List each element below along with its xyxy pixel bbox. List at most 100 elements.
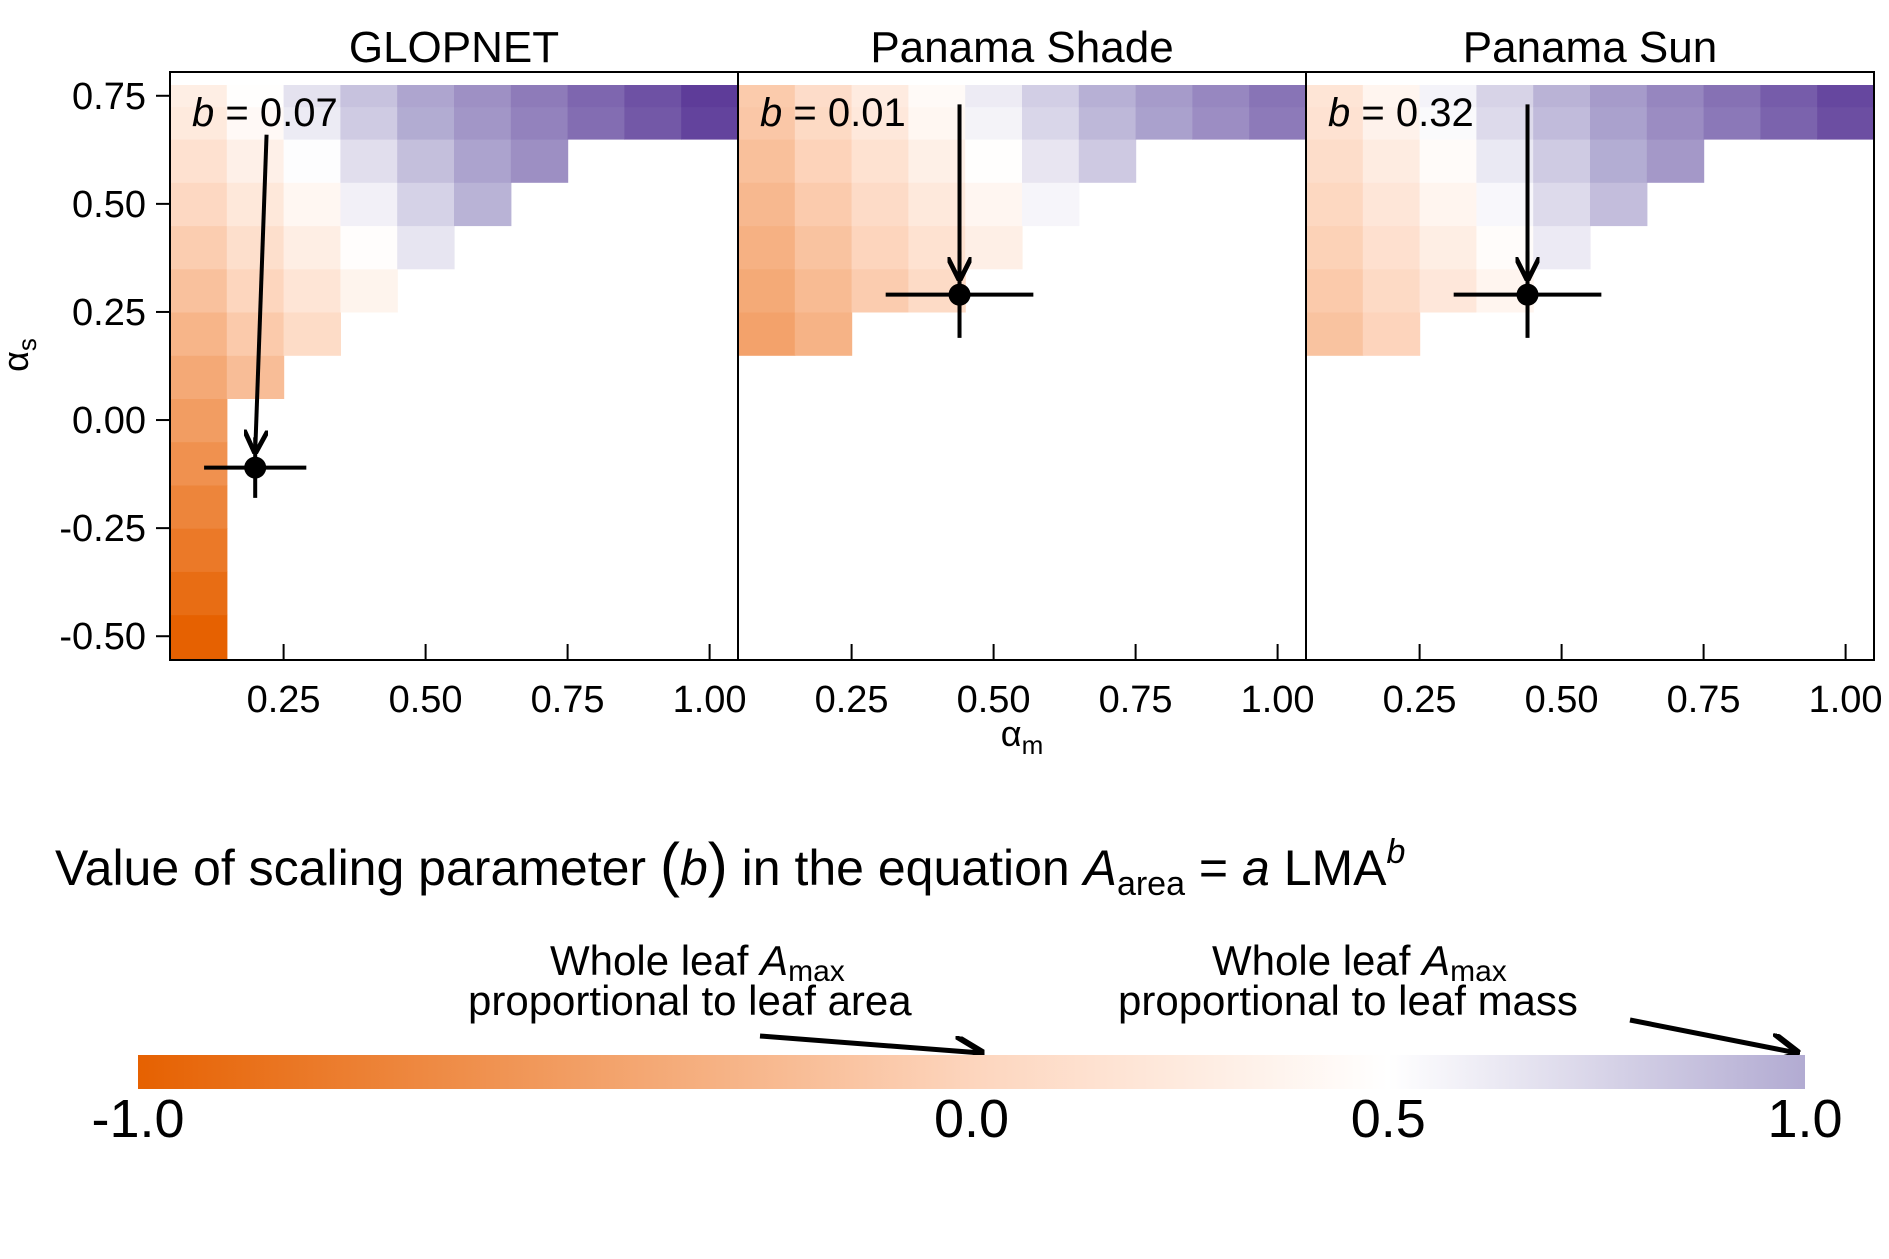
heatmap-cell [1249, 106, 1307, 140]
y-tick-label: -0.50 [59, 616, 146, 658]
heatmap-cell [1135, 106, 1193, 140]
heatmap-cell [340, 106, 398, 140]
heatmap-cell [1362, 85, 1421, 108]
heatmap-cell [340, 85, 398, 108]
annotation-mass-line2: proportional to leaf mass [1118, 977, 1578, 1024]
heatmap-cell [226, 139, 285, 183]
heatmap-cell [851, 182, 909, 227]
heatmap-cell [1476, 225, 1534, 270]
panel-panama-shade-title: Panama Shade [870, 23, 1173, 72]
heatmap-cell [226, 225, 285, 270]
heatmap-cell [738, 225, 796, 270]
heatmap-cell [794, 312, 853, 356]
heatmap-cell [454, 85, 512, 108]
y-tick-label: 0.00 [72, 400, 146, 442]
heatmap-cell [1078, 106, 1137, 140]
panel-panama-shade-x-axis: 0.25 0.50 0.75 1.00 [815, 644, 1315, 721]
heatmap-cell [1419, 106, 1477, 140]
heatmap-cell [170, 106, 228, 140]
legend-title-text: Value of scaling parameter [55, 840, 660, 896]
heatmap-cell [397, 106, 455, 140]
annotation-mass-arrow [1629, 1017, 1797, 1053]
x-tick-label: 1.00 [673, 679, 747, 721]
legend-title-b: b [680, 840, 708, 896]
panel-panama-sun-x-axis: 0.25 0.50 0.75 1.00 [1383, 644, 1883, 721]
b-symbol: b [760, 91, 782, 135]
x-axis-label: αm [1001, 713, 1043, 760]
heatmap-cell [397, 182, 455, 227]
panel-panama-shade-b-label: b = 0.01 [760, 91, 906, 135]
colorbar [138, 1055, 1805, 1089]
y-axis-label: αs [0, 338, 42, 372]
colorbar-tick-label: -1.0 [91, 1089, 184, 1149]
x-tick-label: 0.25 [815, 679, 889, 721]
heatmap-cell [1078, 85, 1137, 108]
legend-title-lma: LMA [1270, 840, 1387, 896]
heatmap-cell [624, 85, 682, 108]
legend-title-eq: = [1185, 840, 1242, 896]
b-value: = 0.01 [782, 91, 905, 135]
heatmap-cell [1362, 182, 1421, 227]
heatmap-cell [1022, 106, 1080, 140]
heatmap-cell [1476, 85, 1534, 108]
heatmap-cell [1022, 85, 1080, 108]
annotation-area-A: A [757, 937, 788, 984]
heatmap-cell [1135, 85, 1193, 108]
b-value: = 0.07 [214, 91, 337, 135]
panel-panama-sun-frame [1305, 71, 1875, 661]
annotation-area-arrow [759, 1033, 982, 1053]
heatmap-cell [908, 225, 966, 270]
heatmap-cell [170, 528, 228, 572]
x-tick-label: 1.00 [1809, 679, 1883, 721]
panel-panama-sun-b-label: b = 0.32 [1328, 91, 1474, 135]
heatmap-cell [283, 85, 341, 108]
heatmap-cell [965, 182, 1023, 227]
heatmap-cell [170, 484, 228, 529]
panel-glopnet: GLOPNET b = 0.07 0.25 0.50 0.75 1.00 [169, 23, 747, 721]
heatmap-cell [851, 106, 909, 140]
panel-glopnet-title: GLOPNET [349, 23, 559, 72]
heatmap-cell [397, 85, 455, 108]
heatmap-cell [1362, 139, 1421, 183]
heatmap-cell [170, 614, 228, 661]
legend-title-A: A [1081, 840, 1117, 896]
heatmap-cell [1590, 139, 1648, 183]
heatmap-cell [851, 139, 909, 183]
x-tick-label: 0.75 [531, 679, 605, 721]
y-axis-label-symbol: α [0, 351, 36, 372]
heatmap-cell [1590, 182, 1648, 227]
heatmap-cell [510, 106, 569, 140]
heatmap-cell [454, 139, 512, 183]
panel-glopnet-arrow [255, 134, 269, 452]
heatmap-cell [1022, 139, 1080, 183]
heatmap-cell [908, 85, 966, 108]
heatmap-cell [226, 106, 285, 140]
annotation-area-sub: max [788, 955, 845, 988]
heatmap-cell [908, 106, 966, 140]
heatmap-cell [851, 225, 909, 270]
panel-glopnet-cells [170, 85, 739, 661]
heatmap-cell [1533, 106, 1591, 140]
legend-title-paren-open: ( [660, 831, 680, 898]
annotation-area-whole-leaf: Whole leaf [550, 937, 760, 984]
heatmap-cell [1249, 85, 1307, 108]
b-symbol: b [192, 91, 214, 135]
heatmap-cell [1703, 106, 1761, 140]
heatmap-cell [794, 139, 853, 183]
y-tick-label: -0.25 [59, 508, 146, 550]
heatmap-cell [794, 182, 853, 227]
b-symbol: b [1328, 91, 1350, 135]
heatmap-cell [283, 106, 341, 140]
heatmap-cell [738, 268, 796, 313]
colorbar-ticks: -1.0 0.0 0.5 1.0 [91, 1089, 1842, 1149]
panel-glopnet-x-axis: 0.25 0.50 0.75 1.00 [247, 644, 747, 721]
heatmap-cell [340, 268, 398, 313]
heatmap-cell [1476, 182, 1534, 227]
heatmap-cell [1362, 106, 1421, 140]
heatmap-cell [397, 139, 455, 183]
heatmap-cell [226, 182, 285, 227]
y-axis: 0.75 0.50 0.25 0.00 -0.25 -0.50 [59, 76, 170, 658]
x-tick-label: 0.50 [389, 679, 463, 721]
heatmap-cell [1192, 106, 1250, 140]
